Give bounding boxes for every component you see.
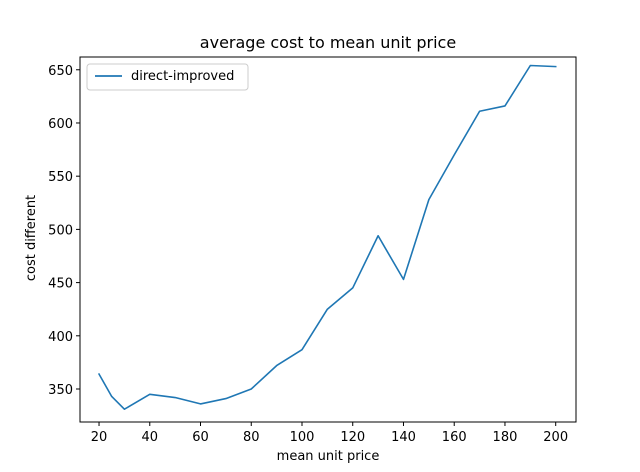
x-tick-label: 180	[493, 430, 518, 445]
x-tick-label: 140	[391, 430, 416, 445]
legend-label: direct-improved	[131, 69, 234, 84]
series-line	[97, 64, 557, 411]
x-tick-label: 20	[91, 430, 108, 445]
y-tick-label: 550	[48, 170, 73, 185]
x-axis: 20 40 60 80 100 120 140 160 180 200	[91, 422, 568, 445]
y-axis: 350 400 450 500 550 600 650	[48, 64, 80, 398]
y-tick-label: 500	[48, 223, 73, 238]
plot-frame	[79, 56, 577, 423]
x-axis-title: mean unit price	[277, 449, 380, 464]
legend-box	[86, 63, 249, 91]
y-tick-label: 400	[48, 330, 73, 345]
x-tick-label: 80	[243, 430, 260, 445]
y-tick-label: 450	[48, 277, 73, 292]
x-tick-label: 120	[340, 430, 365, 445]
y-axis-title: cost different	[24, 195, 39, 281]
x-tick-label: 160	[442, 430, 467, 445]
x-tick-label: 40	[141, 430, 158, 445]
plot-area	[97, 64, 557, 411]
x-tick-label: 60	[192, 430, 209, 445]
y-tick-label: 600	[48, 117, 73, 132]
y-tick-label: 350	[48, 383, 73, 398]
x-tick-label: 100	[290, 430, 315, 445]
x-tick-label: 200	[543, 430, 568, 445]
chart-title: average cost to mean unit price	[200, 33, 456, 52]
legend: direct-improved	[86, 63, 249, 91]
y-tick-label: 650	[48, 64, 73, 79]
